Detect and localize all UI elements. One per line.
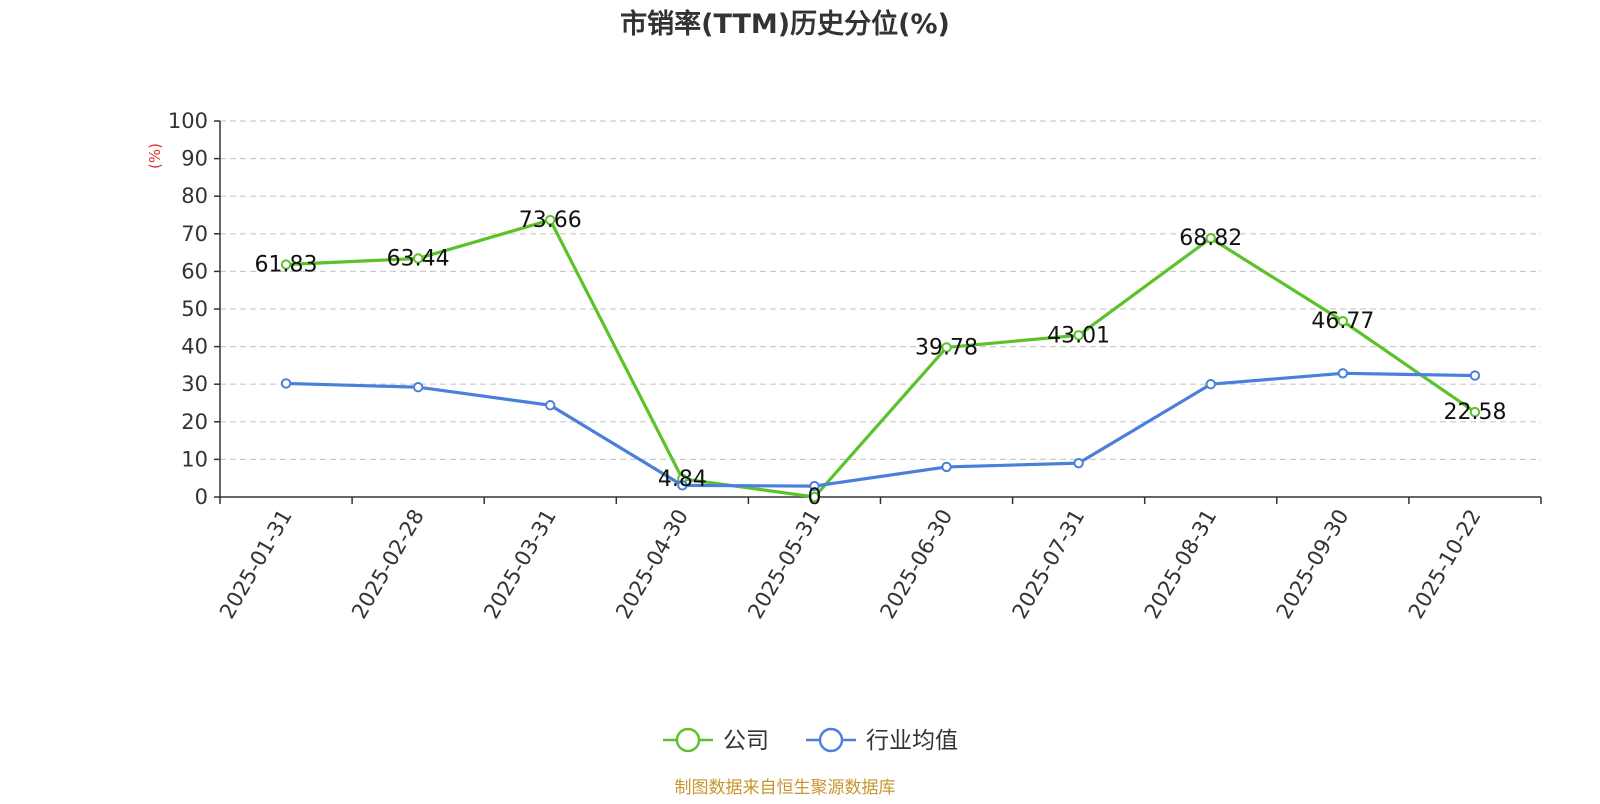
- data-label: 73.66: [519, 208, 582, 233]
- data-point: [1337, 315, 1349, 327]
- data-point: [412, 253, 424, 264]
- y-tick-label: 40: [181, 335, 208, 359]
- y-tick-label: 60: [181, 259, 208, 283]
- data-label: 39.78: [915, 335, 978, 360]
- data-point: [677, 480, 688, 491]
- y-tick-label: 80: [181, 184, 208, 208]
- data-point: [1337, 368, 1349, 379]
- y-tick-label: 70: [181, 222, 208, 246]
- data-label: 68.82: [1179, 226, 1242, 251]
- data-point: [545, 400, 556, 411]
- data-point: [809, 480, 820, 492]
- y-tick-label: 0: [195, 485, 208, 509]
- x-tick-label: 2025-07-31: [1008, 505, 1090, 623]
- y-tick-label: 50: [181, 297, 208, 321]
- y-tick-label: 30: [181, 372, 208, 396]
- data-point: [280, 259, 292, 270]
- x-tick-label: 2025-09-30: [1272, 505, 1354, 623]
- legend-marker: [818, 727, 844, 753]
- x-tick-label: 2025-10-22: [1404, 505, 1486, 623]
- data-label: 4.84: [658, 467, 707, 492]
- legend-marker: [675, 727, 701, 753]
- chart-title: 市销率(TTM)历史分位(%): [620, 8, 950, 40]
- y-tick-label: 10: [181, 447, 208, 471]
- legend-label: 公司: [723, 728, 769, 754]
- y-tick-label: 100: [168, 109, 208, 133]
- data-point: [280, 378, 292, 389]
- data-point: [1205, 379, 1216, 390]
- data-point: [1205, 233, 1216, 244]
- series-line: [286, 371, 1475, 488]
- data-point: [545, 214, 556, 226]
- x-tick-label: 2025-02-28: [347, 505, 429, 623]
- y-axis-label: (%): [146, 143, 164, 169]
- series-line: [285, 218, 1476, 499]
- data-point: [1073, 457, 1084, 469]
- data-label: 43.01: [1047, 323, 1110, 348]
- data-point: [941, 342, 952, 353]
- data-point: [1073, 330, 1084, 341]
- legend-label: 行业均值: [866, 728, 958, 754]
- data-label: 46.77: [1311, 309, 1374, 334]
- x-tick-label: 2025-03-31: [479, 505, 561, 623]
- x-tick-label: 2025-01-31: [215, 505, 297, 623]
- data-point: [809, 491, 820, 503]
- legend: 公司 行业均值: [663, 727, 958, 754]
- x-tick-label: 2025-04-30: [611, 505, 693, 623]
- data-label: 61.83: [255, 253, 318, 278]
- data-label: 63.44: [387, 246, 450, 271]
- data-point: [1469, 406, 1481, 418]
- data-point: [412, 382, 424, 393]
- source-note: 制图数据来自恒生聚源数据库: [675, 778, 896, 798]
- x-tick-label: 2025-05-31: [743, 505, 825, 623]
- y-tick-label: 90: [181, 147, 208, 171]
- data-point: [941, 461, 952, 473]
- x-tick-label: 2025-06-30: [875, 505, 957, 623]
- y-tick-label: 20: [181, 410, 208, 434]
- data-label: 22.58: [1443, 400, 1506, 425]
- axis-layer: 0 10 20 30 40 50 60 70 80 90 100 2025-01-31 2025-02-…: [168, 109, 1542, 623]
- series-layer: [280, 214, 1481, 503]
- data-label: 0: [807, 485, 821, 510]
- label-layer: 61.83 63.44 73.66 4.84 0 39.78 43.01 68.82 46.77…: [255, 208, 1507, 510]
- x-tick-label: 2025-08-31: [1140, 505, 1222, 623]
- data-point: [1469, 370, 1481, 381]
- grid-layer: [220, 120, 1541, 460]
